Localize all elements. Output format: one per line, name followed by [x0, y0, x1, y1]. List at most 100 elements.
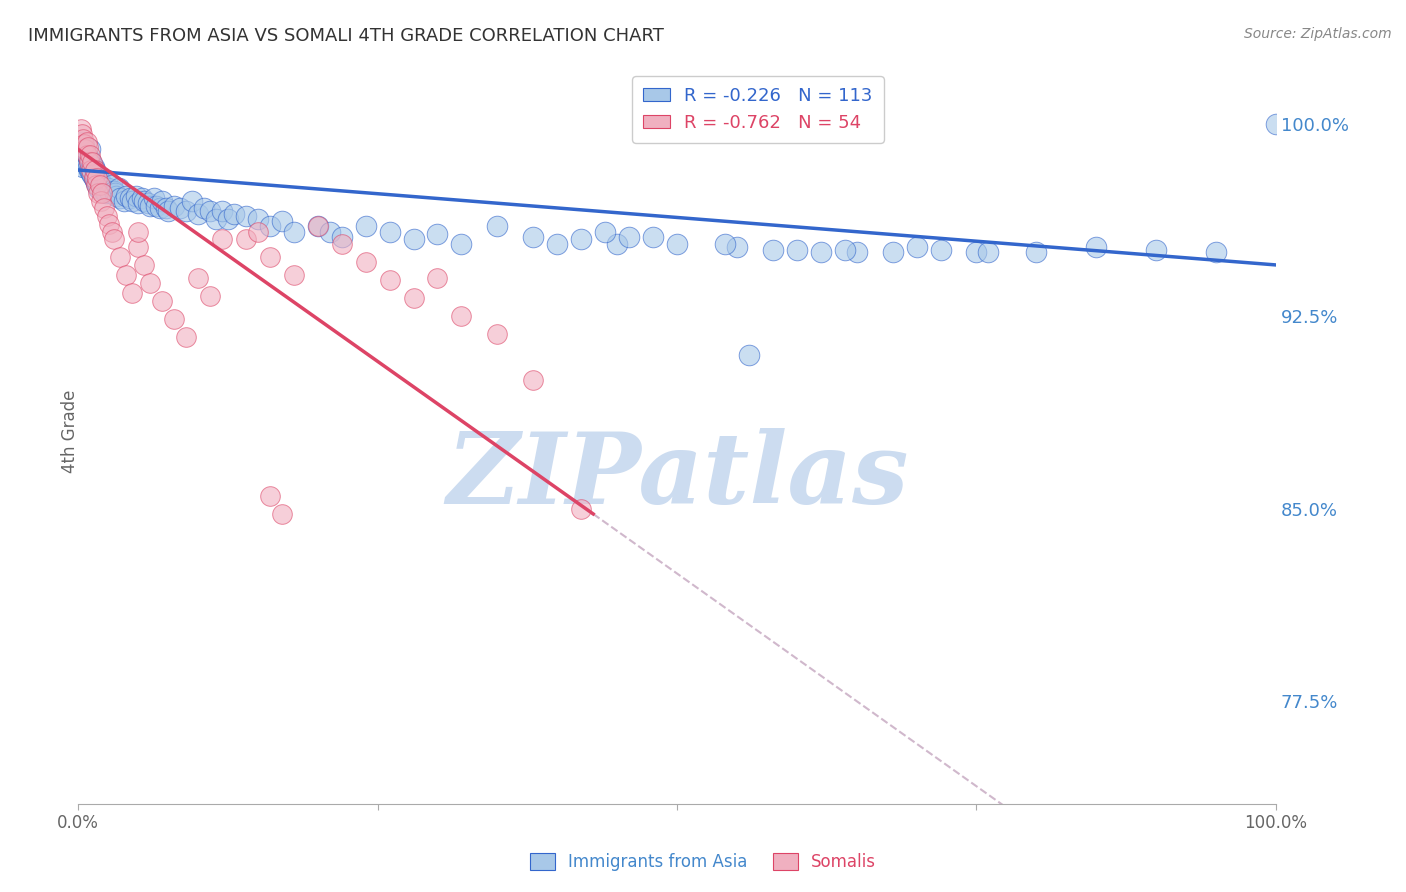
Point — [139, 276, 162, 290]
Point — [211, 232, 233, 246]
Point — [87, 181, 110, 195]
Point — [82, 155, 104, 169]
Point — [75, 145, 97, 159]
Point — [69, 122, 91, 136]
Point — [402, 232, 425, 246]
Point — [402, 291, 425, 305]
Point — [354, 255, 377, 269]
Point — [83, 163, 105, 178]
Point — [91, 181, 114, 195]
Point — [79, 153, 101, 167]
Point — [103, 232, 125, 246]
Point — [929, 243, 952, 257]
Point — [91, 186, 114, 200]
Point — [486, 219, 509, 234]
Point — [142, 191, 165, 205]
Point — [354, 219, 377, 234]
Point — [283, 268, 305, 283]
Point — [118, 191, 141, 205]
Point — [73, 143, 96, 157]
Point — [73, 153, 96, 167]
Point — [98, 184, 121, 198]
Point — [90, 176, 112, 190]
Point — [97, 181, 120, 195]
Point — [307, 219, 329, 234]
Legend: Immigrants from Asia, Somalis: Immigrants from Asia, Somalis — [522, 845, 884, 880]
Point — [96, 173, 118, 187]
Point — [307, 219, 329, 234]
Point — [79, 147, 101, 161]
Point — [1144, 243, 1167, 257]
Point — [80, 163, 103, 178]
Point — [834, 243, 856, 257]
Point — [205, 211, 228, 226]
Point — [330, 229, 353, 244]
Point — [546, 237, 568, 252]
Point — [83, 173, 105, 187]
Point — [163, 311, 186, 326]
Point — [100, 186, 122, 200]
Point — [378, 273, 401, 287]
Point — [115, 268, 138, 283]
Point — [105, 188, 128, 202]
Point — [155, 202, 177, 216]
Point — [108, 181, 131, 195]
Point — [641, 229, 664, 244]
Point — [187, 206, 209, 220]
Point — [94, 186, 117, 200]
Point — [124, 188, 146, 202]
Point — [235, 232, 257, 246]
Point — [132, 258, 155, 272]
Point — [148, 202, 170, 216]
Point — [145, 199, 167, 213]
Point — [139, 199, 162, 213]
Point — [187, 270, 209, 285]
Point — [666, 237, 689, 252]
Point — [593, 225, 616, 239]
Point — [1085, 240, 1108, 254]
Point — [77, 153, 100, 167]
Point — [90, 194, 112, 208]
Point — [87, 170, 110, 185]
Point — [75, 155, 97, 169]
Point — [426, 227, 449, 241]
Point — [217, 211, 239, 226]
Point — [193, 202, 215, 216]
Point — [76, 140, 98, 154]
Point — [76, 147, 98, 161]
Point — [77, 163, 100, 178]
Point — [606, 237, 628, 252]
Point — [86, 178, 108, 193]
Point — [246, 225, 269, 239]
Point — [70, 127, 93, 141]
Text: IMMIGRANTS FROM ASIA VS SOMALI 4TH GRADE CORRELATION CHART: IMMIGRANTS FROM ASIA VS SOMALI 4TH GRADE… — [28, 27, 664, 45]
Point — [259, 250, 281, 264]
Point — [714, 237, 737, 252]
Point — [87, 186, 110, 200]
Point — [83, 161, 105, 175]
Point — [966, 245, 988, 260]
Point — [80, 155, 103, 169]
Point — [75, 143, 97, 157]
Point — [76, 161, 98, 175]
Point — [98, 217, 121, 231]
Point — [1205, 245, 1227, 260]
Point — [174, 204, 197, 219]
Point — [222, 206, 245, 220]
Point — [86, 170, 108, 185]
Point — [198, 204, 221, 219]
Point — [76, 135, 98, 149]
Point — [84, 165, 107, 179]
Point — [426, 270, 449, 285]
Text: ZIPatlas: ZIPatlas — [446, 428, 908, 524]
Point — [486, 327, 509, 342]
Point — [246, 211, 269, 226]
Point — [882, 245, 904, 260]
Point — [100, 225, 122, 239]
Point — [259, 219, 281, 234]
Point — [82, 168, 104, 182]
Point — [163, 199, 186, 213]
Point — [132, 194, 155, 208]
Point — [82, 158, 104, 172]
Point — [174, 330, 197, 344]
